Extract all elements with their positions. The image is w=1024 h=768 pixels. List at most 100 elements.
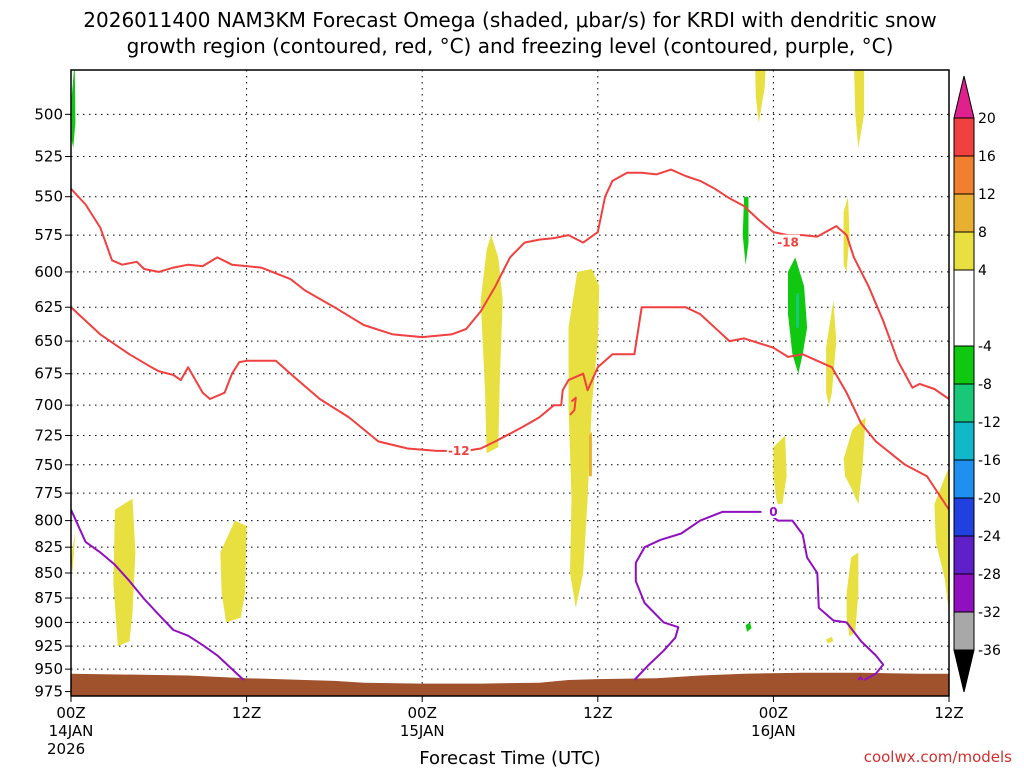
y-tick-label: 725 bbox=[34, 426, 63, 444]
omega-region bbox=[480, 235, 503, 454]
freezing-contour-label-bg bbox=[761, 503, 786, 518]
omega-region bbox=[854, 70, 865, 149]
colorbar-band bbox=[953, 459, 975, 499]
chart-title-line1: 2026011400 NAM3KM Forecast Omega (shaded… bbox=[83, 8, 936, 32]
y-tick-label: 550 bbox=[34, 188, 63, 206]
x-tick-label: 00Z bbox=[759, 704, 788, 722]
colorbar-band bbox=[953, 611, 975, 651]
dgz-contour-label-bg bbox=[776, 234, 801, 249]
x-tick-date: 14JAN bbox=[49, 722, 94, 740]
x-tick-label: 12Z bbox=[583, 704, 612, 722]
colorbar-top-arrow bbox=[953, 75, 975, 119]
y-tick-label: 625 bbox=[34, 298, 63, 316]
freezing-contour-line bbox=[857, 676, 864, 681]
omega-region bbox=[755, 70, 766, 123]
colorbar-label: -12 bbox=[978, 415, 1001, 431]
omega-shading bbox=[71, 70, 949, 647]
y-tick-label: 850 bbox=[34, 564, 63, 582]
x-tick-label: 00Z bbox=[408, 704, 437, 722]
credit-text: coolwx.com/models bbox=[864, 748, 1012, 766]
y-tick-label: 975 bbox=[34, 683, 63, 701]
dgz-contour-line bbox=[71, 306, 949, 511]
y-tick-label: 700 bbox=[34, 396, 63, 414]
colorbar-band bbox=[953, 497, 975, 537]
dgz-contour-label: -18 bbox=[777, 236, 799, 250]
colorbar-band bbox=[953, 155, 975, 195]
freezing-contour-line bbox=[633, 510, 885, 681]
omega-region bbox=[796, 293, 799, 328]
colorbar-label: -36 bbox=[978, 643, 1001, 659]
omega-region bbox=[71, 70, 76, 149]
y-tick-label: 900 bbox=[34, 613, 63, 631]
y-tick-label: 775 bbox=[34, 484, 63, 502]
y-tick-label: 675 bbox=[34, 365, 63, 383]
colorbar-label: 20 bbox=[978, 111, 996, 127]
colorbar-band bbox=[953, 231, 975, 271]
omega-region bbox=[71, 531, 76, 573]
colorbar-label: -4 bbox=[978, 339, 992, 355]
x-tick-label: 12Z bbox=[232, 704, 261, 722]
colorbar-bottom-arrow bbox=[953, 649, 975, 693]
x-tick-date: 16JAN bbox=[751, 722, 796, 740]
dgz-contour-label-bg bbox=[446, 442, 471, 457]
terrain-fill bbox=[71, 672, 949, 696]
freezing-contour-label: 0 bbox=[769, 505, 777, 519]
freezing-level-contours: 0 bbox=[71, 503, 885, 681]
colorbar-band bbox=[953, 345, 975, 385]
omega-region bbox=[773, 435, 787, 516]
colorbar-band bbox=[953, 383, 975, 423]
plot-frame bbox=[70, 69, 950, 697]
chart-title-line2: growth region (contoured, red, °C) and f… bbox=[127, 34, 894, 58]
colorbar: 20 16 12 8 4 -4 -8 -12 -16 -20 -24 -28 -32 -36 bbox=[953, 75, 1001, 693]
terrain-polygon bbox=[71, 672, 949, 696]
colorbar-label: -16 bbox=[978, 453, 1001, 469]
y-tick-label: 575 bbox=[34, 226, 63, 244]
y-tick-label: 500 bbox=[34, 105, 63, 123]
dgz-contour-line bbox=[71, 168, 949, 400]
y-tick-label: 950 bbox=[34, 660, 63, 678]
omega-region bbox=[568, 269, 600, 608]
omega-region bbox=[742, 196, 749, 265]
omega-region bbox=[826, 300, 837, 406]
omega-region bbox=[843, 417, 866, 505]
colorbar-label: -24 bbox=[978, 529, 1001, 545]
colorbar-band bbox=[953, 117, 975, 157]
colorbar-band bbox=[953, 193, 975, 233]
colorbar-band bbox=[953, 535, 975, 575]
dgz-contour-line bbox=[569, 396, 577, 416]
freezing-contour-line bbox=[71, 509, 245, 681]
colorbar-label: 16 bbox=[978, 149, 996, 165]
colorbar-label: -20 bbox=[978, 491, 1001, 507]
omega-region bbox=[826, 636, 834, 644]
omega-region bbox=[113, 498, 136, 647]
y-tick-label: 800 bbox=[34, 512, 63, 530]
x-axis-label: Forecast Time (UTC) bbox=[419, 748, 600, 768]
y-tick-label: 525 bbox=[34, 148, 63, 166]
colorbar-label: 4 bbox=[978, 263, 987, 279]
x-tick-date: 15JAN bbox=[400, 722, 445, 740]
colorbar-band bbox=[953, 573, 975, 613]
omega-region bbox=[745, 622, 752, 632]
dgz-contour-label: -12 bbox=[448, 444, 470, 458]
colorbar-band bbox=[953, 421, 975, 461]
y-tick-label: 925 bbox=[34, 637, 63, 655]
colorbar-label: 8 bbox=[978, 225, 987, 241]
y-tick-label: 875 bbox=[34, 589, 63, 607]
y-tick-label: 750 bbox=[34, 456, 63, 474]
x-tick-year: 2026 bbox=[47, 740, 85, 758]
colorbar-label: 12 bbox=[978, 187, 996, 203]
y-tick-label: 825 bbox=[34, 538, 63, 556]
x-tick-label: 00Z bbox=[56, 704, 85, 722]
colorbar-label: -8 bbox=[978, 377, 992, 393]
y-tick-label: 600 bbox=[34, 263, 63, 281]
x-tick-label: 12Z bbox=[934, 704, 963, 722]
dendritic-growth-contours: -12 -18 bbox=[71, 168, 949, 511]
omega-region bbox=[589, 431, 592, 477]
y-tick-label: 650 bbox=[34, 332, 63, 350]
omega-region bbox=[846, 552, 859, 637]
y-axis-ticks: 500 525 550 575 600 625 650 675 700 725 750 775 800 8… bbox=[34, 105, 71, 701]
omega-region bbox=[220, 520, 247, 623]
colorbar-label: -28 bbox=[978, 567, 1001, 583]
